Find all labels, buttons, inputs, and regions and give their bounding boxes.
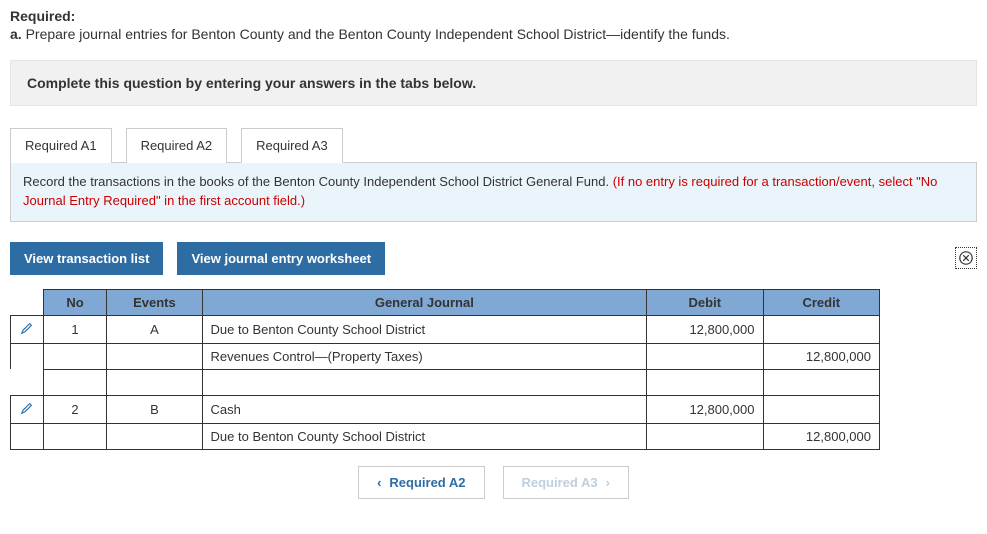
prev-label: Required A2 xyxy=(389,475,465,490)
next-required-a3-button[interactable]: Required A3 › xyxy=(503,466,629,499)
instruction-main: Record the transactions in the books of … xyxy=(23,174,613,189)
tab-required-a3[interactable]: Required A3 xyxy=(241,128,343,163)
button-row: View transaction list View journal entry… xyxy=(10,242,977,275)
view-transaction-list-button[interactable]: View transaction list xyxy=(10,242,163,275)
view-journal-worksheet-button[interactable]: View journal entry worksheet xyxy=(177,242,385,275)
cell-account[interactable]: Due to Benton County School District xyxy=(202,315,647,343)
table-row[interactable]: 2 B Cash 12,800,000 xyxy=(11,395,880,423)
tab-required-a1[interactable]: Required A1 xyxy=(10,128,112,163)
info-box: Complete this question by entering your … xyxy=(10,60,977,106)
tabs-row: Required A1 Required A2 Required A3 xyxy=(10,128,977,163)
nav-row: ‹ Required A2 Required A3 › xyxy=(10,466,977,499)
table-spacer xyxy=(11,369,880,395)
chevron-left-icon: ‹ xyxy=(377,475,381,490)
cell-no: 1 xyxy=(43,315,107,343)
pencil-icon xyxy=(20,321,34,335)
cell-event xyxy=(107,423,202,449)
cell-no xyxy=(43,343,107,369)
cell-no xyxy=(43,423,107,449)
chevron-right-icon: › xyxy=(606,475,610,490)
req-text: Prepare journal entries for Benton Count… xyxy=(26,26,730,42)
cell-debit[interactable]: 12,800,000 xyxy=(647,395,763,423)
cell-credit[interactable]: 12,800,000 xyxy=(763,343,879,369)
th-no: No xyxy=(43,289,107,315)
cell-account[interactable]: Revenues Control—(Property Taxes) xyxy=(202,343,647,369)
table-row[interactable]: Revenues Control—(Property Taxes) 12,800… xyxy=(11,343,880,369)
close-x-icon xyxy=(958,250,974,266)
cell-debit[interactable] xyxy=(647,343,763,369)
cell-event: A xyxy=(107,315,202,343)
next-label: Required A3 xyxy=(522,475,598,490)
edit-row-1[interactable] xyxy=(11,315,44,343)
th-events: Events xyxy=(107,289,202,315)
cell-no: 2 xyxy=(43,395,107,423)
cell-account[interactable]: Cash xyxy=(202,395,647,423)
th-blank xyxy=(11,289,44,315)
close-button[interactable] xyxy=(955,247,977,269)
edit-row-2[interactable] xyxy=(11,395,44,423)
cell-credit[interactable] xyxy=(763,395,879,423)
required-label: Required: xyxy=(10,8,977,24)
cell-event: B xyxy=(107,395,202,423)
prev-required-a2-button[interactable]: ‹ Required A2 xyxy=(358,466,484,499)
table-row[interactable]: 1 A Due to Benton County School District… xyxy=(11,315,880,343)
requirement-line: a. Prepare journal entries for Benton Co… xyxy=(10,26,977,42)
pencil-icon xyxy=(20,401,34,415)
th-general-journal: General Journal xyxy=(202,289,647,315)
instruction-box: Record the transactions in the books of … xyxy=(10,162,977,222)
table-row[interactable]: Due to Benton County School District 12,… xyxy=(11,423,880,449)
cell-debit[interactable] xyxy=(647,423,763,449)
req-prefix: a. xyxy=(10,26,26,42)
journal-table: No Events General Journal Debit Credit 1… xyxy=(10,289,880,450)
th-credit: Credit xyxy=(763,289,879,315)
cell-debit[interactable]: 12,800,000 xyxy=(647,315,763,343)
th-debit: Debit xyxy=(647,289,763,315)
cell-account[interactable]: Due to Benton County School District xyxy=(202,423,647,449)
cell-credit[interactable] xyxy=(763,315,879,343)
cell-event xyxy=(107,343,202,369)
cell-credit[interactable]: 12,800,000 xyxy=(763,423,879,449)
tab-required-a2[interactable]: Required A2 xyxy=(126,128,228,163)
